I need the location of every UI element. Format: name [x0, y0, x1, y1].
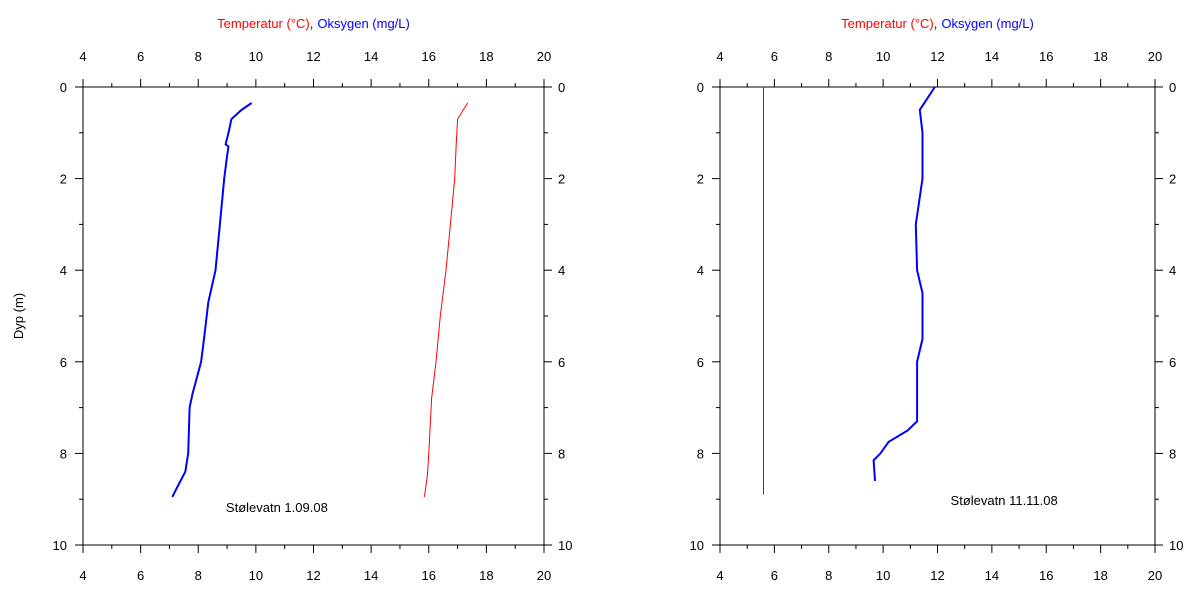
y-tick-label-right: 8: [1169, 446, 1176, 461]
y-tick-label-left: 4: [60, 263, 67, 278]
y-tick-label-right: 0: [558, 80, 565, 95]
plot-frame: [82, 86, 545, 546]
x-tick-label-bottom: 16: [422, 568, 436, 583]
y-tick-label-right: 10: [558, 538, 572, 553]
x-tick-label-top: 16: [422, 49, 436, 64]
y-axis-label: Dyp (m): [11, 293, 26, 339]
profile-line: [872, 86, 936, 481]
axis-title: Temperatur (°C), Oksygen (mg/L): [841, 16, 1034, 31]
x-tick-label-top: 4: [716, 49, 723, 64]
x-tick-label-bottom: 10: [249, 568, 263, 583]
y-tick-label-left: 0: [60, 80, 67, 95]
y-tick-label-left: 0: [697, 80, 704, 95]
x-tick-label-bottom: 12: [930, 568, 944, 583]
x-tick-label-top: 8: [825, 49, 832, 64]
y-tick-label-right: 0: [1169, 80, 1176, 95]
x-tick-label-bottom: 8: [195, 568, 202, 583]
annotation: Stølevatn 11.11.08: [951, 493, 1058, 508]
legend-entry: Temperatur (°C): [217, 16, 310, 31]
chart: 4 4 6 6 8 8 10 10 12 12 14 14 16 16 18 18 20 20 0 0 2 2 4 4 6 6 8 8…: [11, 16, 572, 583]
x-tick-label-bottom: 10: [876, 568, 890, 583]
x-tick-label-top: 14: [364, 49, 378, 64]
y-tick-label-right: 6: [558, 355, 565, 370]
axis-title: Temperatur (°C), Oksygen (mg/L): [217, 16, 410, 31]
x-tick-label-bottom: 20: [1148, 568, 1162, 583]
x-tick-label-top: 12: [930, 49, 944, 64]
x-tick-label-top: 18: [479, 49, 493, 64]
x-tick-label-bottom: 12: [306, 568, 320, 583]
y-tick-label-left: 8: [60, 446, 67, 461]
x-tick-label-top: 6: [771, 49, 778, 64]
title-separator: ,: [934, 16, 938, 31]
x-tick-label-bottom: 4: [79, 568, 86, 583]
x-tick-label-bottom: 6: [137, 568, 144, 583]
y-tick-label-right: 2: [558, 172, 565, 187]
x-tick-label-bottom: 4: [716, 568, 723, 583]
x-tick-label-top: 20: [1148, 49, 1162, 64]
x-tick-label-top: 6: [137, 49, 144, 64]
y-tick-label-right: 2: [1169, 172, 1176, 187]
chart: 4 4 6 6 8 8 10 10 12 12 14 14 16 16 18 18 20 20 0 0 2 2 4 4 6 6 8 8…: [690, 16, 1184, 583]
y-tick-label-right: 8: [558, 446, 565, 461]
x-tick-label-top: 18: [1093, 49, 1107, 64]
y-tick-label-left: 4: [697, 263, 704, 278]
x-tick-label-bottom: 20: [537, 568, 551, 583]
legend-entry: Oksygen (mg/L): [941, 16, 1033, 31]
y-tick-label-right: 10: [1169, 538, 1183, 553]
x-tick-label-bottom: 14: [985, 568, 999, 583]
x-tick-label-bottom: 6: [771, 568, 778, 583]
x-tick-label-top: 20: [537, 49, 551, 64]
title-separator: ,: [310, 16, 314, 31]
y-tick-label-right: 4: [558, 263, 565, 278]
x-tick-label-bottom: 16: [1039, 568, 1053, 583]
x-tick-label-top: 10: [876, 49, 890, 64]
annotation: Stølevatn 1.09.08: [226, 500, 328, 515]
legend-entry: Oksygen (mg/L): [317, 16, 409, 31]
y-tick-label-left: 2: [697, 172, 704, 187]
x-tick-label-top: 16: [1039, 49, 1053, 64]
x-tick-label-top: 14: [985, 49, 999, 64]
y-tick-label-right: 4: [1169, 263, 1176, 278]
x-tick-label-bottom: 18: [479, 568, 493, 583]
y-tick-label-left: 10: [690, 538, 704, 553]
y-tick-label-left: 6: [60, 355, 67, 370]
x-tick-label-top: 8: [195, 49, 202, 64]
profile-line: [171, 102, 253, 498]
x-tick-label-top: 4: [79, 49, 86, 64]
x-tick-label-bottom: 14: [364, 568, 378, 583]
x-tick-label-bottom: 18: [1093, 568, 1107, 583]
plot-frame: [719, 86, 1156, 546]
x-tick-label-bottom: 8: [825, 568, 832, 583]
x-tick-label-top: 10: [249, 49, 263, 64]
y-tick-label-right: 6: [1169, 355, 1176, 370]
x-tick-label-top: 12: [306, 49, 320, 64]
y-tick-label-left: 6: [697, 355, 704, 370]
y-tick-label-left: 2: [60, 172, 67, 187]
legend-entry: Temperatur (°C): [841, 16, 934, 31]
profile-line: [423, 102, 469, 497]
y-tick-label-left: 10: [53, 538, 67, 553]
y-tick-label-left: 8: [697, 446, 704, 461]
